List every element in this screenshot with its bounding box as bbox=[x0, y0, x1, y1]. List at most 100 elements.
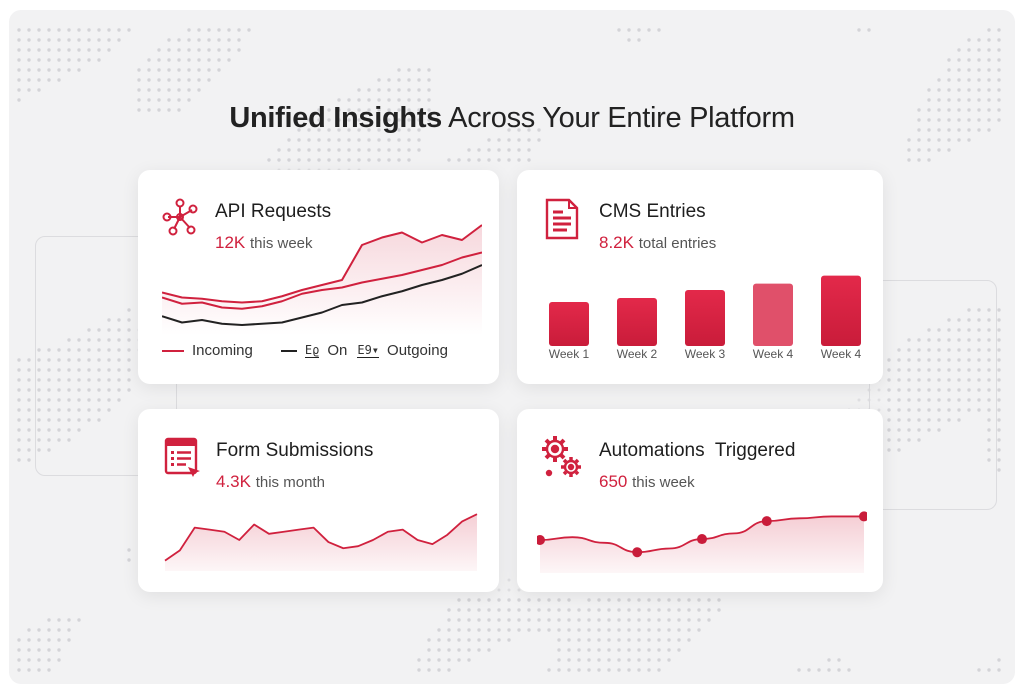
series-line-incoming bbox=[162, 251, 482, 310]
map-dot bbox=[977, 358, 981, 362]
map-dot bbox=[557, 668, 561, 672]
map-dot bbox=[577, 638, 581, 642]
map-dot bbox=[37, 388, 41, 392]
map-dot bbox=[627, 638, 631, 642]
map-dot bbox=[937, 88, 941, 92]
map-dot bbox=[957, 108, 961, 112]
map-dot bbox=[477, 648, 481, 652]
map-dot bbox=[107, 398, 111, 402]
map-dot bbox=[57, 38, 61, 42]
map-dot bbox=[487, 138, 491, 142]
map-dot bbox=[517, 628, 521, 632]
map-dot bbox=[907, 148, 911, 152]
map-dot bbox=[937, 408, 941, 412]
map-dot bbox=[487, 608, 491, 612]
map-dot bbox=[187, 88, 191, 92]
map-dot bbox=[457, 658, 461, 662]
map-dot bbox=[647, 648, 651, 652]
map-dot bbox=[587, 658, 591, 662]
api-metric: 12K this week bbox=[215, 233, 313, 253]
map-dot bbox=[127, 308, 131, 312]
week-label: Week 1 bbox=[548, 347, 590, 361]
cms-metric: 8.2K total entries bbox=[599, 233, 716, 253]
map-dot bbox=[657, 28, 661, 32]
map-dot bbox=[27, 28, 31, 32]
map-dot bbox=[107, 408, 111, 412]
map-dot bbox=[857, 28, 861, 32]
map-dot bbox=[307, 128, 311, 132]
form-submissions-card[interactable]: Form Submissions 4.3K this month bbox=[138, 409, 499, 592]
map-dot bbox=[417, 138, 421, 142]
map-dot bbox=[337, 158, 341, 162]
map-dot bbox=[607, 668, 611, 672]
map-dot bbox=[367, 98, 371, 102]
map-dot bbox=[947, 378, 951, 382]
map-dot bbox=[677, 638, 681, 642]
map-dot bbox=[77, 58, 81, 62]
map-dot bbox=[477, 598, 481, 602]
map-dot bbox=[87, 348, 91, 352]
map-dot bbox=[987, 98, 991, 102]
map-dot bbox=[397, 78, 401, 82]
map-dot bbox=[27, 78, 31, 82]
map-dot bbox=[417, 88, 421, 92]
map-dot bbox=[997, 368, 1001, 372]
map-dot bbox=[567, 638, 571, 642]
map-dot bbox=[937, 78, 941, 82]
map-dot bbox=[37, 368, 41, 372]
map-dot bbox=[17, 438, 21, 442]
map-dot bbox=[77, 398, 81, 402]
map-dot bbox=[387, 128, 391, 132]
map-dot bbox=[987, 28, 991, 32]
map-dot bbox=[27, 38, 31, 42]
series-area bbox=[540, 516, 864, 573]
map-dot bbox=[67, 628, 71, 632]
map-dot bbox=[397, 108, 401, 112]
map-dot bbox=[167, 78, 171, 82]
map-dot bbox=[957, 348, 961, 352]
map-dot bbox=[217, 38, 221, 42]
map-dot bbox=[277, 148, 281, 152]
cms-entries-card[interactable]: CMS Entries 8.2K total entries Week 1 Wee… bbox=[517, 170, 883, 384]
map-dot bbox=[197, 88, 201, 92]
map-dot bbox=[177, 68, 181, 72]
week-label: Week 4 bbox=[820, 347, 862, 361]
map-dot bbox=[47, 668, 51, 672]
map-dot bbox=[467, 158, 471, 162]
map-dot bbox=[447, 638, 451, 642]
map-dot bbox=[597, 668, 601, 672]
map-dot bbox=[207, 28, 211, 32]
map-dot bbox=[157, 48, 161, 52]
map-dot bbox=[357, 148, 361, 152]
map-dot bbox=[147, 98, 151, 102]
map-dot bbox=[197, 68, 201, 72]
map-dot bbox=[667, 608, 671, 612]
map-dot bbox=[297, 128, 301, 132]
map-dot bbox=[17, 58, 21, 62]
map-dot bbox=[187, 78, 191, 82]
map-dot bbox=[327, 158, 331, 162]
map-dot bbox=[507, 588, 511, 592]
map-dot bbox=[317, 158, 321, 162]
map-dot bbox=[317, 128, 321, 132]
map-dot bbox=[597, 638, 601, 642]
map-dot bbox=[917, 128, 921, 132]
map-dot bbox=[917, 438, 921, 442]
map-dot bbox=[557, 648, 561, 652]
map-dot bbox=[27, 88, 31, 92]
map-dot bbox=[67, 418, 71, 422]
map-dot bbox=[907, 428, 911, 432]
map-dot bbox=[27, 658, 31, 662]
metric-unit: this week bbox=[632, 474, 695, 491]
map-dot bbox=[227, 58, 231, 62]
map-dot bbox=[947, 68, 951, 72]
map-dot bbox=[387, 78, 391, 82]
map-dot bbox=[557, 598, 561, 602]
decorative-frame-right bbox=[869, 280, 997, 510]
map-dot bbox=[387, 158, 391, 162]
map-dot bbox=[157, 78, 161, 82]
map-dot bbox=[97, 398, 101, 402]
automations-card[interactable]: Automations Triggered 650 this week bbox=[517, 409, 883, 592]
api-requests-card[interactable]: API Requests 12K this week Incoming Eϱ O… bbox=[138, 170, 499, 384]
map-dot bbox=[37, 48, 41, 52]
